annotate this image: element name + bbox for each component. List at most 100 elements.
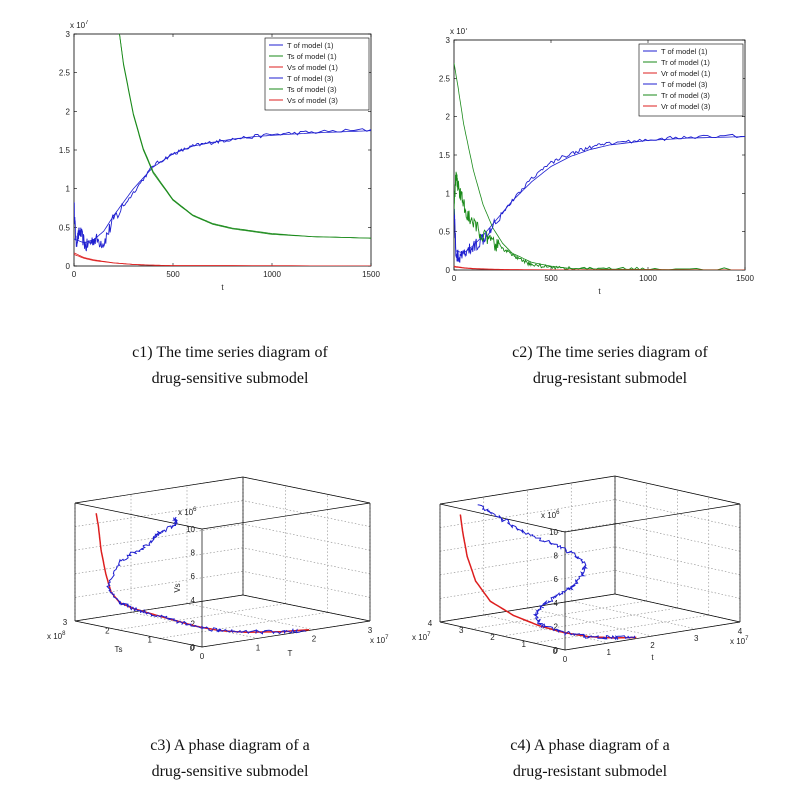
back-grid-line — [74, 547, 244, 575]
caption-c4: c4) A phase diagram of a drug-resistant … — [400, 733, 780, 785]
caption-c1-line2: drug-sensitive submodel — [151, 370, 309, 387]
floor-grid-line — [483, 614, 609, 644]
floor-grid-line — [117, 603, 286, 630]
side-grid-line — [242, 571, 371, 598]
series-line-tr-of-model-3- — [454, 171, 745, 270]
y-tick-label: 1 — [446, 189, 451, 198]
y-tick-label: 1.5 — [59, 146, 71, 155]
z-tick-label: 6 — [554, 575, 559, 584]
floor-grid-line — [186, 603, 315, 630]
z-tick-label: 0 — [191, 643, 196, 652]
legend-entry: T of model (1) — [661, 47, 708, 56]
box-edge — [74, 502, 203, 530]
x-tick-label: 1 — [607, 648, 612, 657]
legend-entry: Vr of model (1) — [661, 69, 711, 78]
x-tick-label: 1000 — [639, 274, 657, 283]
x-tick-label: 2 — [650, 641, 655, 650]
z-tick-label: 2 — [191, 619, 196, 628]
series-line-t-of-model-3- — [454, 133, 745, 263]
z-axis-label: Vs — [173, 583, 182, 592]
side-grid-line — [614, 546, 741, 576]
series-line-ts-of-model-3- — [119, 34, 371, 239]
box-edge — [564, 503, 741, 533]
x-exponent-label: x 107 — [730, 636, 749, 646]
back-grid-line — [439, 570, 616, 599]
x-exponent-label: x 107 — [370, 635, 389, 645]
z-tick-label: 0 — [554, 646, 559, 655]
y-exponent-label: x 108 — [47, 631, 66, 641]
box-edge — [564, 621, 741, 651]
box-edge — [201, 502, 371, 530]
floor-grid-line — [159, 612, 328, 639]
x-tick-label: 3 — [368, 626, 373, 635]
y-tick-label: 1 — [66, 185, 71, 194]
back-grid-line — [74, 571, 244, 598]
z-tick-label: 2 — [554, 622, 559, 631]
z-exponent-label: x 106 — [541, 510, 560, 520]
floor-grid-line — [471, 600, 647, 630]
box-edge — [439, 475, 616, 505]
y-tick-label: 2 — [105, 627, 110, 636]
x-tick-label: 0 — [200, 652, 205, 661]
caption-c2: c2) The time series diagram of drug-resi… — [420, 340, 800, 392]
x-tick-label: 1000 — [263, 270, 281, 279]
z-tick-label: 8 — [191, 549, 196, 558]
y-axis-label: Ts — [115, 645, 123, 654]
z-exponent-label: x 106 — [178, 507, 197, 517]
legend-entry: Vr of model (3) — [661, 102, 711, 111]
back-grid-line — [74, 523, 244, 551]
side-grid-line — [614, 570, 741, 599]
legend-entry: Ts of model (3) — [287, 85, 337, 94]
legend-entry: Tr of model (1) — [661, 58, 710, 67]
y-tick-label: 0.5 — [59, 223, 71, 232]
legend-box — [638, 43, 744, 117]
y-exponent-label: x 107 — [412, 632, 431, 642]
y-tick-label: 2 — [66, 107, 71, 116]
y-tick-label: 0 — [446, 266, 451, 275]
side-grid-line — [614, 499, 741, 528]
floor-grid-line — [527, 607, 653, 637]
legend-entry: Vs of model (1) — [287, 63, 338, 72]
box-edge — [74, 620, 203, 648]
x-tick-label: 0 — [563, 655, 568, 664]
z-tick-label: 10 — [549, 528, 558, 537]
x-tick-label: 4 — [738, 627, 743, 636]
legend-entry: Tr of model (3) — [661, 91, 710, 100]
y-tick-label: 0 — [190, 644, 195, 653]
back-grid-line — [74, 500, 244, 527]
y-tick-label: 4 — [428, 619, 433, 628]
x-axis-label: T — [288, 649, 293, 658]
caption-c2-line1: c2) The time series diagram of — [512, 344, 708, 361]
x-axis-label: t — [598, 287, 601, 296]
z-tick-label: 6 — [191, 572, 196, 581]
time-series-chart-sensitive: 0 500 1000 1500 0 0.5 1 1.5 2 2.5 3 t x 107 T of mode… — [59, 20, 381, 292]
caption-c3-line2: drug-sensitive submodel — [151, 763, 309, 780]
side-grid-line — [242, 523, 371, 551]
box-edge — [242, 476, 371, 504]
y-tick-label: 2 — [490, 633, 495, 642]
x-axis-label: t — [651, 653, 654, 662]
legend-entry: T of model (3) — [287, 74, 334, 83]
x-tick-label: 500 — [544, 274, 558, 283]
x-axis-label: t — [221, 283, 224, 292]
caption-c3: c3) A phase diagram of a drug-sensitive … — [40, 733, 420, 785]
side-grid-line — [242, 500, 371, 527]
z-tick-label: 10 — [186, 525, 195, 534]
x-tick-label: 1 — [256, 643, 261, 652]
y-tick-label: 3 — [446, 36, 451, 45]
y-tick-label: 3 — [459, 626, 464, 635]
y-tick-label: 2 — [446, 113, 451, 122]
y-tick-label: 1 — [147, 635, 152, 644]
y-tick-label: 2.5 — [439, 74, 451, 83]
y-tick-label: 3 — [63, 618, 68, 627]
caption-c1: c1) The time series diagram of drug-sens… — [40, 340, 420, 392]
caption-c1-line1: c1) The time series diagram of — [132, 344, 328, 361]
z-tick-label: 4 — [191, 596, 196, 605]
back-grid-line — [439, 546, 616, 576]
box-edge — [74, 476, 244, 504]
floor-grid-line — [130, 612, 259, 639]
x-tick-label: 0 — [452, 274, 457, 283]
y-tick-label: 2.5 — [59, 69, 71, 78]
series-line-t-of-model-3- — [74, 128, 371, 252]
box-edge — [439, 621, 566, 651]
